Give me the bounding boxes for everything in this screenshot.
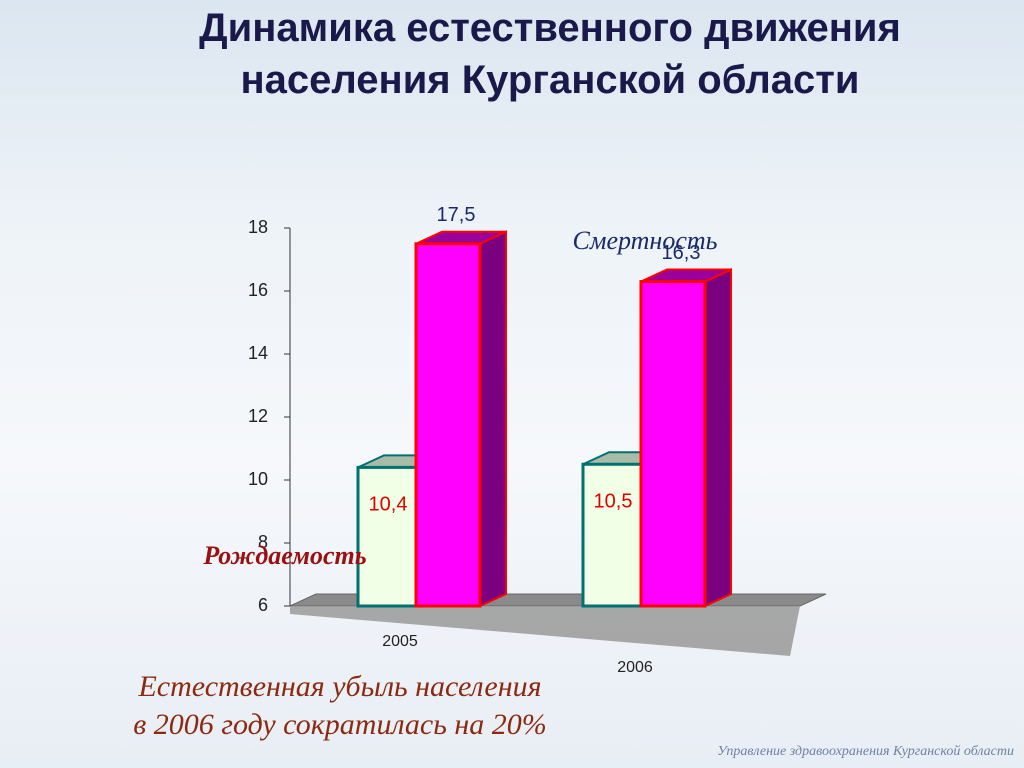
bar-side xyxy=(704,267,732,608)
x-tick-label: 2005 xyxy=(382,633,418,650)
x-tick-label: 2006 xyxy=(617,659,653,676)
note-line: Естественная убыль населения xyxy=(138,670,542,703)
series-label: Рождаемость xyxy=(202,541,366,570)
note-line: в 2006 году сократилась на 20% xyxy=(133,708,547,741)
bar-side xyxy=(479,230,507,608)
y-tick-label: 6 xyxy=(258,595,268,615)
y-tick-label: 12 xyxy=(248,406,268,426)
y-tick-label: 16 xyxy=(248,280,268,300)
y-tick-label: 18 xyxy=(248,217,268,237)
footer: Управление здравоохранения Курганской об… xyxy=(717,744,1014,759)
value-label: 10,5 xyxy=(594,491,633,513)
bar xyxy=(356,465,422,608)
bar xyxy=(414,242,482,608)
value-label: 10,4 xyxy=(369,494,408,516)
note: Естественная убыль населения в 2006 году… xyxy=(60,668,620,744)
y-tick-label: 8 xyxy=(258,532,268,552)
floor-front xyxy=(290,606,800,656)
value-label: 16,3 xyxy=(662,242,701,264)
series-label: Смертность xyxy=(573,226,718,255)
slide-title: Динамика естественного движения населени… xyxy=(199,6,901,102)
y-tick-label: 14 xyxy=(248,343,268,363)
bar xyxy=(581,462,647,608)
y-tick-label: 10 xyxy=(248,469,268,489)
bar xyxy=(639,280,707,608)
value-label: 17,5 xyxy=(437,204,476,226)
